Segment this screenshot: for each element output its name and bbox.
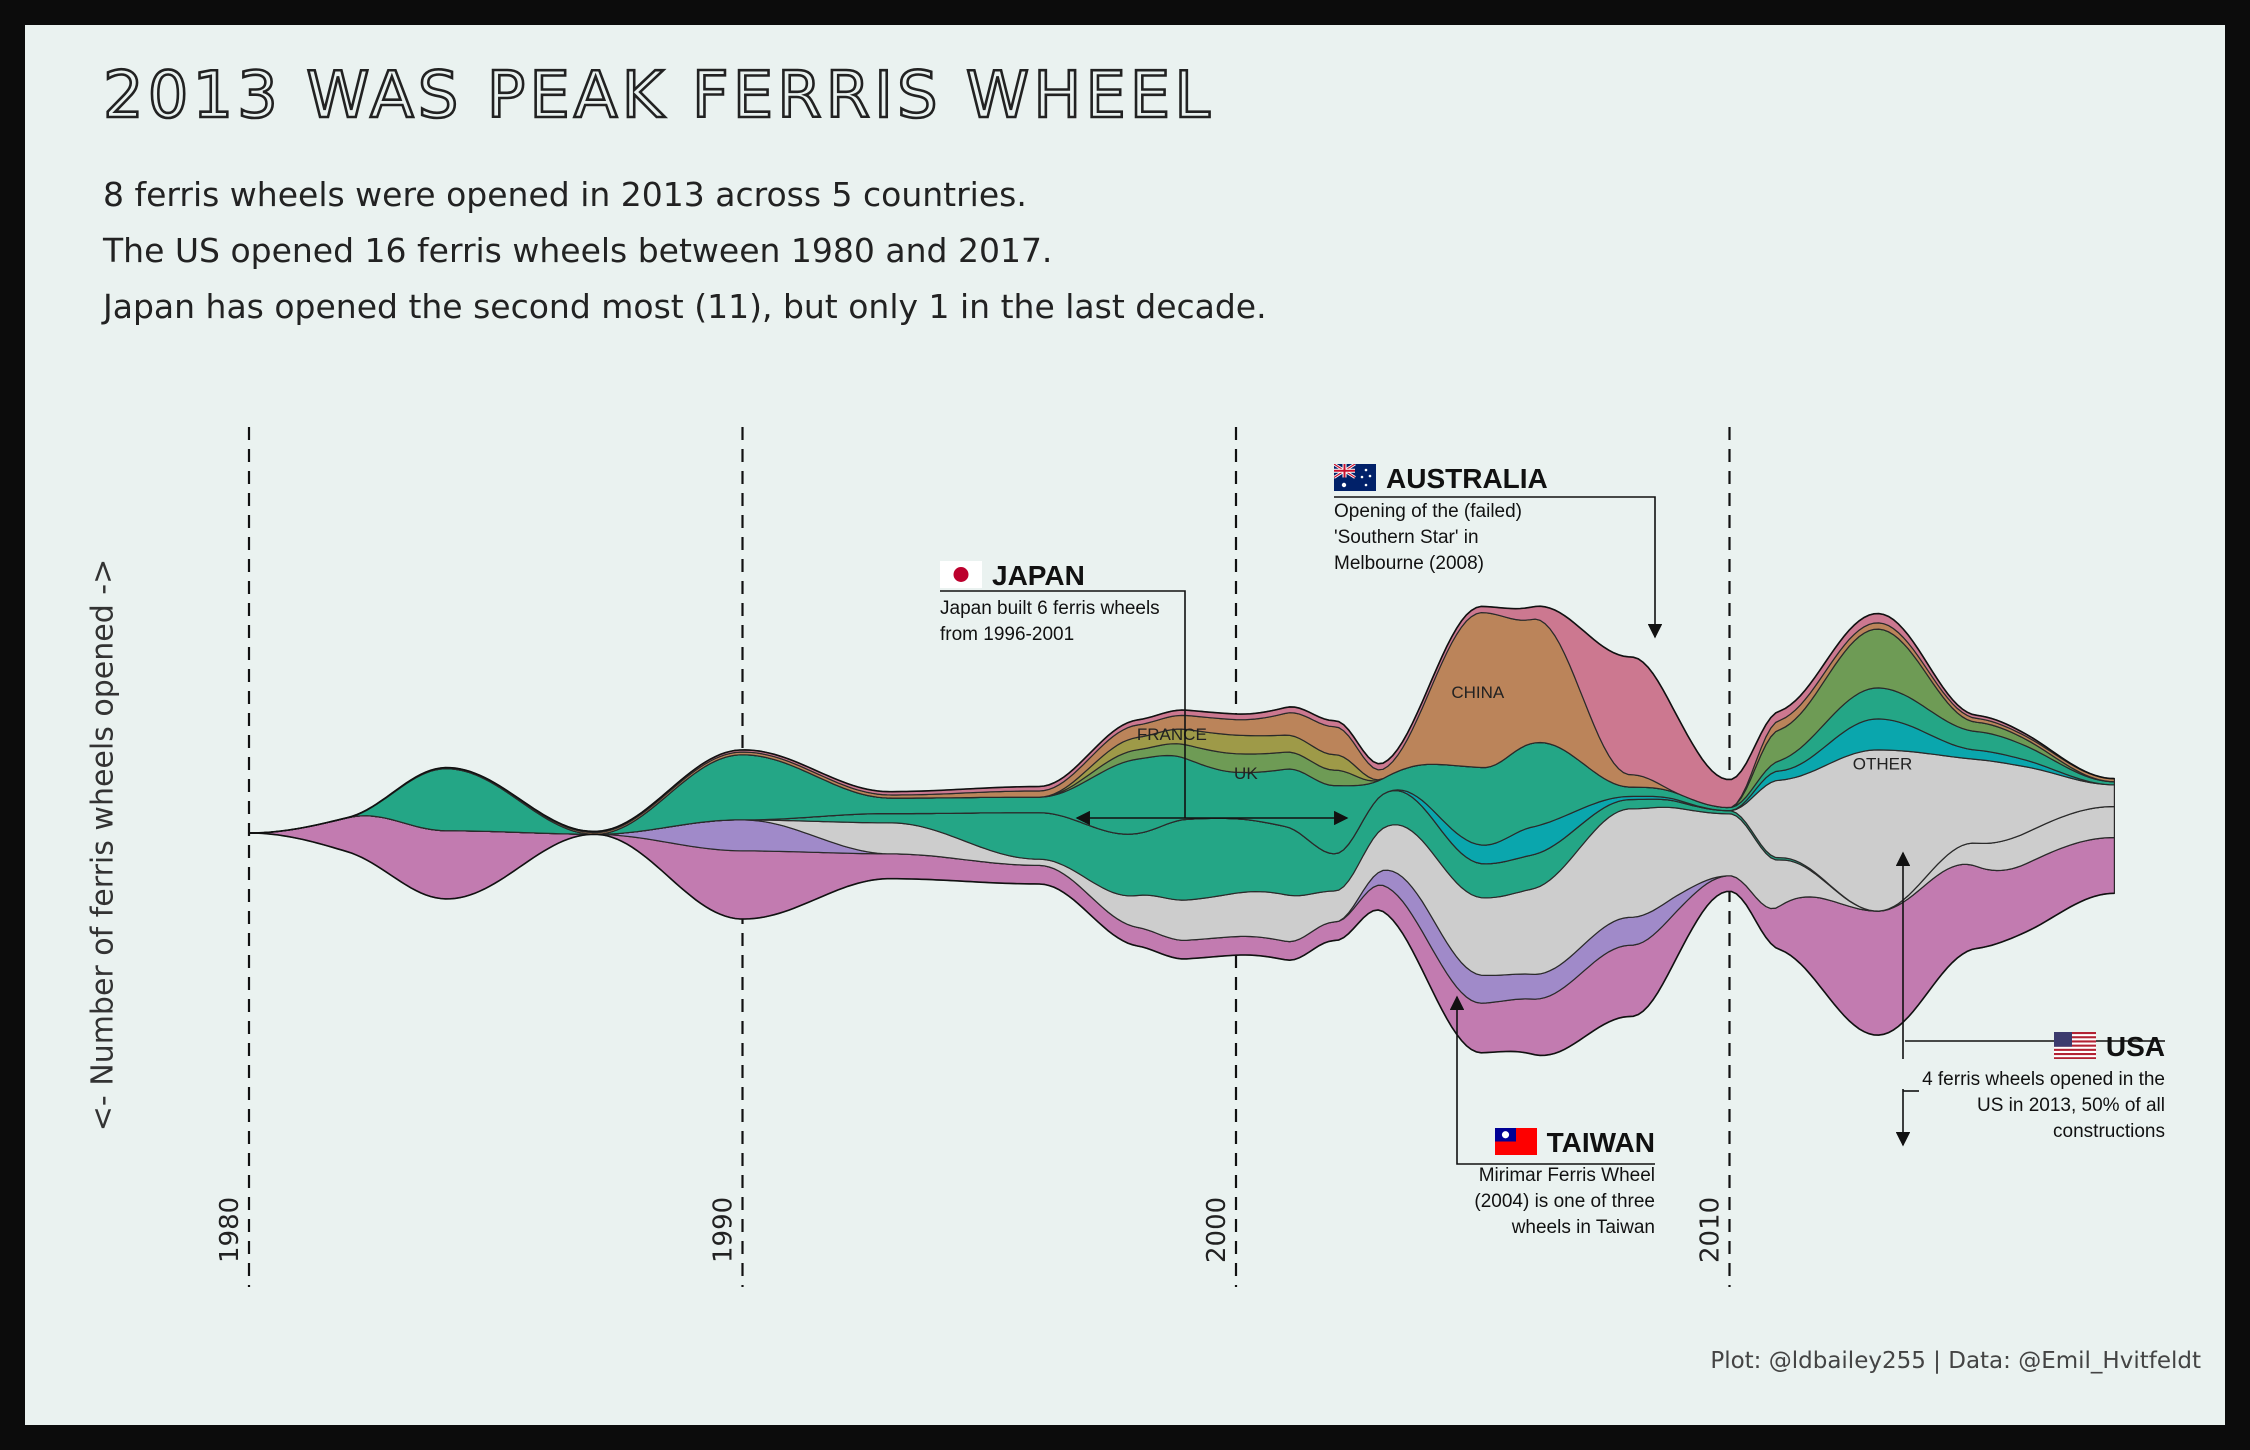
layer-label-uk: UK (1234, 764, 1258, 783)
streamgraph-plot: 1980 1990 2000 2010 FRANCE UK CHINA OTHER (215, 427, 2165, 1287)
annotation-taiwan-body: Mirimar Ferris Wheel (2004) is one of th… (1474, 1165, 1655, 1238)
taiwan-flag-icon (1494, 1128, 1537, 1155)
x-tick-label: 1980 (215, 1197, 245, 1263)
x-tick-label: 1990 (709, 1197, 739, 1263)
x-tick-label: 2000 (1202, 1197, 1232, 1263)
credit-text: Plot: @ldbailey255 | Data: @Emil_Hvitfel… (1710, 1348, 2201, 1374)
annotation-usa-body: 4 ferris wheels opened in the US in 2013… (1922, 1069, 2165, 1142)
annotation-australia: AUSTRALIA Opening of the (failed) 'South… (1334, 463, 1569, 577)
australia-flag-icon (1334, 464, 1376, 491)
annotation-australia-heading: AUSTRALIA (1386, 463, 1548, 494)
subtitle-line-1: 8 ferris wheels were opened in 2013 acro… (103, 175, 1027, 214)
subtitle-line-2: The US opened 16 ferris wheels between 1… (103, 231, 1053, 270)
annotation-australia-body: Opening of the (failed) 'Southern Star' … (1334, 501, 1523, 574)
annotation-taiwan-heading: TAIWAN (1546, 1127, 1655, 1158)
subtitle-line-3: Japan has opened the second most (11), b… (103, 287, 1267, 326)
annotation-japan-heading: JAPAN (992, 560, 1085, 591)
annotation-usa: USA 4 ferris wheels opened in the US in … (1919, 1031, 2165, 1145)
layer-label-france: FRANCE (1137, 725, 1207, 744)
annotation-japan-body: Japan built 6 ferris wheels from 1996-20… (940, 598, 1160, 645)
layer-label-other: OTHER (1853, 754, 1913, 773)
usa-flag-icon (2053, 1032, 2096, 1059)
y-axis-label: <- Number of ferris wheels opened -> (85, 558, 121, 1132)
australia-connector-line (1334, 496, 1663, 639)
stream-top-edge (249, 605, 2115, 834)
taiwan-connector-line (1449, 995, 1655, 1165)
annotation-taiwan: TAIWAN Mirimar Ferris Wheel (2004) is on… (1437, 1127, 1655, 1241)
stream-outlines (248, 605, 2115, 1057)
annotation-usa-heading: USA (2105, 1031, 2165, 1062)
stream-bottom-edge (248, 832, 2115, 1057)
chart-title: 2013 WAS PEAK FERRIS WHEEL (102, 58, 1214, 135)
annotation-japan: JAPAN Japan built 6 ferris wheels from 1… (940, 560, 1180, 648)
japan-connector-line (940, 590, 1186, 818)
stream-layers (248, 605, 2115, 1057)
x-tick-label: 2010 (1696, 1197, 1726, 1263)
japan-flag-icon (940, 561, 982, 588)
chart-card: 2013 WAS PEAK FERRIS WHEEL 8 ferris whee… (25, 25, 2225, 1425)
layer-label-china: CHINA (1451, 683, 1505, 702)
